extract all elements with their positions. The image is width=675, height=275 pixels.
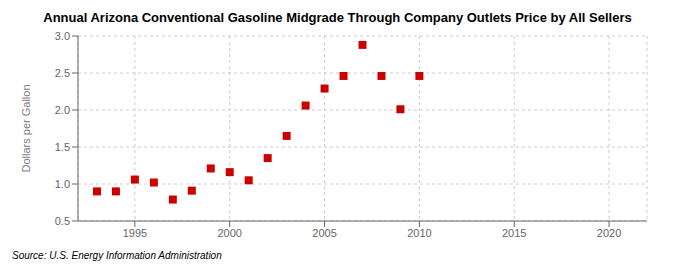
- svg-text:2010: 2010: [407, 227, 431, 239]
- html-text:Source: U.S. Energy Informatio: Source: U.S. Energy Information Administ…: [12, 250, 222, 261]
- svg-text:1995: 1995: [123, 227, 147, 239]
- svg-text:2020: 2020: [597, 227, 621, 239]
- svg-text:2005: 2005: [312, 227, 336, 239]
- svg-text:3.0: 3.0: [55, 30, 70, 42]
- html-text:Annual Arizona Conventional Ga: Annual Arizona Conventional Gasoline Mid…: [43, 10, 632, 25]
- svg-text:1.0: 1.0: [55, 178, 70, 190]
- svg-text:2.5: 2.5: [55, 67, 70, 79]
- svg-text:Dollars per Gallon: Dollars per Gallon: [20, 84, 32, 172]
- svg-text:2015: 2015: [502, 227, 526, 239]
- svg-text:1.5: 1.5: [55, 141, 70, 153]
- svg-text:2.0: 2.0: [55, 104, 70, 116]
- svg-text:0.5: 0.5: [55, 215, 70, 227]
- svg-text:2000: 2000: [217, 227, 241, 239]
